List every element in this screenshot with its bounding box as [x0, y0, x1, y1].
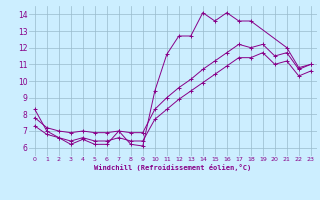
X-axis label: Windchill (Refroidissement éolien,°C): Windchill (Refroidissement éolien,°C) — [94, 164, 252, 171]
